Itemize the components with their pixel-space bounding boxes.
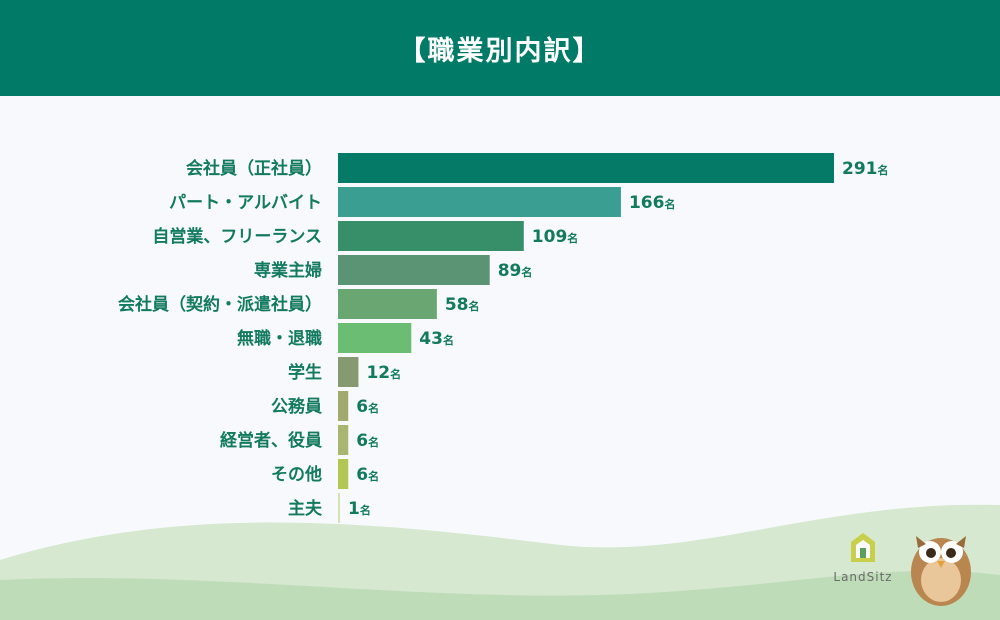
bar-8 bbox=[338, 425, 349, 455]
category-label: 無職・退職 bbox=[237, 328, 322, 349]
bar-2 bbox=[338, 221, 524, 251]
value-label: 89名 bbox=[498, 261, 533, 281]
logo-text: LandSitz bbox=[833, 570, 893, 584]
value-label: 12名 bbox=[366, 363, 401, 383]
value-label: 6名 bbox=[356, 465, 379, 485]
value-label: 1名 bbox=[348, 499, 371, 519]
bar-0 bbox=[338, 153, 834, 183]
bar-4 bbox=[338, 289, 437, 319]
chart-title: 【職業別内訳】 bbox=[398, 35, 602, 67]
category-label: 専業主婦 bbox=[254, 260, 322, 281]
bar-1 bbox=[338, 187, 621, 217]
hill-front bbox=[0, 570, 1000, 620]
category-label: 学生 bbox=[288, 362, 322, 383]
bar-10 bbox=[338, 493, 340, 523]
value-label: 58名 bbox=[445, 295, 480, 315]
bar-5 bbox=[338, 323, 412, 353]
value-label: 166名 bbox=[629, 193, 676, 213]
bar-6 bbox=[338, 357, 359, 387]
landsitz-logo: LandSitz bbox=[820, 530, 906, 610]
bar-3 bbox=[338, 255, 490, 285]
bar-7 bbox=[338, 391, 349, 421]
category-label: 会社員（契約・派遣社員） bbox=[118, 294, 322, 315]
house-icon bbox=[851, 533, 875, 562]
category-label: 主夫 bbox=[288, 498, 323, 519]
category-label: 公務員 bbox=[271, 396, 322, 417]
category-label: 会社員（正社員） bbox=[186, 158, 322, 179]
title-banner: 【職業別内訳】 bbox=[0, 0, 1000, 96]
value-label: 43名 bbox=[419, 329, 454, 349]
category-label: 自営業、フリーランス bbox=[152, 226, 322, 247]
value-label: 6名 bbox=[356, 431, 379, 451]
category-label: 経営者、役員 bbox=[220, 430, 322, 451]
value-label: 6名 bbox=[356, 397, 379, 417]
owl-mascot-icon bbox=[911, 536, 971, 606]
value-label: 291名 bbox=[842, 159, 889, 179]
bar-9 bbox=[338, 459, 349, 489]
value-label: 109名 bbox=[532, 227, 579, 247]
category-label: その他 bbox=[271, 464, 322, 485]
category-label: パート・アルバイト bbox=[169, 193, 322, 213]
